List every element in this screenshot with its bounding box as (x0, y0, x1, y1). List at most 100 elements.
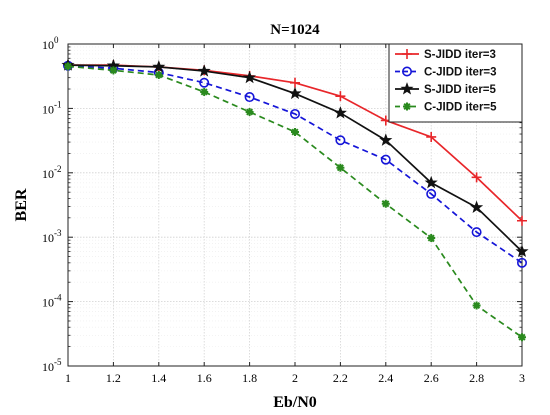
circle-marker-icon (401, 66, 412, 77)
y-tick-base: 10 (42, 296, 54, 310)
x-tick-label: 2.6 (424, 371, 439, 385)
y-tick-base: 10 (42, 167, 54, 181)
data-point (200, 87, 209, 96)
data-point (289, 108, 300, 119)
data-point (336, 163, 345, 172)
data-point (109, 66, 118, 75)
star-marker-icon (400, 82, 414, 95)
y-tick-label: 10-3 (42, 228, 62, 245)
asterisk-marker-icon (291, 128, 299, 136)
x-tick-label: 1 (65, 371, 71, 385)
asterisk-marker-icon (154, 71, 163, 80)
star-marker-icon (424, 175, 438, 189)
data-point (426, 131, 437, 142)
y-tick-base: 10 (42, 360, 54, 374)
plus-marker-icon (290, 77, 300, 88)
chart-title: N=1024 (270, 22, 320, 38)
data-point (427, 234, 436, 243)
star-marker-icon (288, 86, 302, 100)
legend-label: C-JIDD iter=5 (424, 102, 497, 114)
star-marker-icon (152, 60, 166, 73)
star-marker-icon (333, 106, 347, 119)
plus-marker-icon (471, 172, 482, 183)
data-point (517, 215, 527, 226)
data-point (154, 71, 163, 80)
legend: S-JIDD iter=3 C-JIDD iter=3 S-JIDD iter=5 C… (388, 43, 523, 123)
x-tick-label: 1.6 (197, 371, 212, 385)
data-point (471, 172, 482, 183)
x-tick-label: 2 (292, 371, 298, 385)
data-point (470, 200, 484, 213)
series-c-jidd-iter-5 (64, 62, 526, 342)
x-axis-label: Eb/N0 (273, 394, 317, 411)
asterisk-marker-icon (336, 163, 345, 172)
asterisk-marker-icon (381, 199, 390, 208)
legend-box (388, 43, 523, 123)
asterisk-marker-icon (472, 301, 481, 310)
data-point (381, 199, 390, 208)
y-tick-exponent: -4 (54, 293, 62, 303)
legend-label: S-JIDD iter=3 (424, 49, 496, 61)
data-point (426, 188, 437, 199)
y-tick-base: 10 (42, 231, 54, 245)
data-point (244, 92, 255, 103)
x-tick-label: 1.4 (151, 371, 166, 385)
legend-entry: C-JIDD iter=5 (395, 102, 497, 114)
y-tick-exponent: 0 (54, 35, 59, 45)
grid-layer (68, 44, 522, 366)
legend-entry: C-JIDD iter=3 (395, 67, 497, 79)
star-marker-icon (379, 133, 393, 146)
x-tick-label: 1.2 (106, 371, 121, 385)
x-tick-label: 2.4 (378, 371, 393, 385)
star-marker-icon (515, 244, 529, 258)
legend-label: S-JIDD iter=5 (424, 84, 497, 96)
data-point (335, 135, 346, 146)
y-axis-label: BER (13, 188, 30, 221)
star-marker-icon (243, 70, 257, 84)
circle-marker-icon (380, 154, 391, 165)
data-point (471, 227, 482, 238)
data-point (288, 86, 302, 100)
legend-label: C-JIDD iter=3 (424, 67, 497, 79)
legend-marker (401, 66, 412, 77)
y-tick-label: 100 (42, 35, 59, 52)
y-tick-label: 10-5 (42, 357, 62, 374)
y-tick-base: 10 (42, 102, 54, 116)
y-tick-exponent: -3 (54, 228, 62, 238)
data-point (152, 60, 166, 73)
asterisk-marker-icon (518, 333, 526, 342)
circle-marker-icon (426, 188, 437, 199)
circle-marker-icon (199, 77, 210, 88)
x-tick-label: 2.8 (469, 371, 484, 385)
legend-entry: S-JIDD iter=5 (395, 82, 497, 96)
y-tick-exponent: -5 (54, 357, 62, 367)
asterisk-marker-icon (200, 87, 209, 96)
circle-marker-icon (289, 108, 300, 119)
asterisk-marker-icon (427, 234, 436, 243)
star-marker-icon (197, 64, 211, 77)
data-point (290, 77, 300, 88)
data-point (516, 257, 527, 268)
x-tick-label: 1.8 (242, 371, 257, 385)
tick-layer: 1 1.2 1.4 1.6 1.8 2 2.2 2.4 2.6 2.8 310010-110-210… (42, 35, 525, 385)
data-point (515, 244, 529, 258)
plus-marker-icon (335, 91, 346, 102)
y-tick-label: 10-1 (42, 99, 62, 116)
data-point (333, 106, 347, 119)
data-point (472, 301, 481, 310)
circle-marker-icon (244, 92, 255, 103)
plus-marker-icon (517, 215, 527, 226)
legend-marker (400, 82, 414, 95)
data-point (518, 333, 526, 342)
y-tick-exponent: -1 (54, 99, 62, 109)
circle-marker-icon (335, 135, 346, 146)
circle-marker-icon (516, 257, 527, 268)
circle-marker-icon (471, 227, 482, 238)
data-point (335, 91, 346, 102)
series-layer (61, 58, 529, 342)
data-point (197, 64, 211, 77)
series-line (67, 64, 523, 264)
plus-marker-icon (402, 49, 412, 59)
